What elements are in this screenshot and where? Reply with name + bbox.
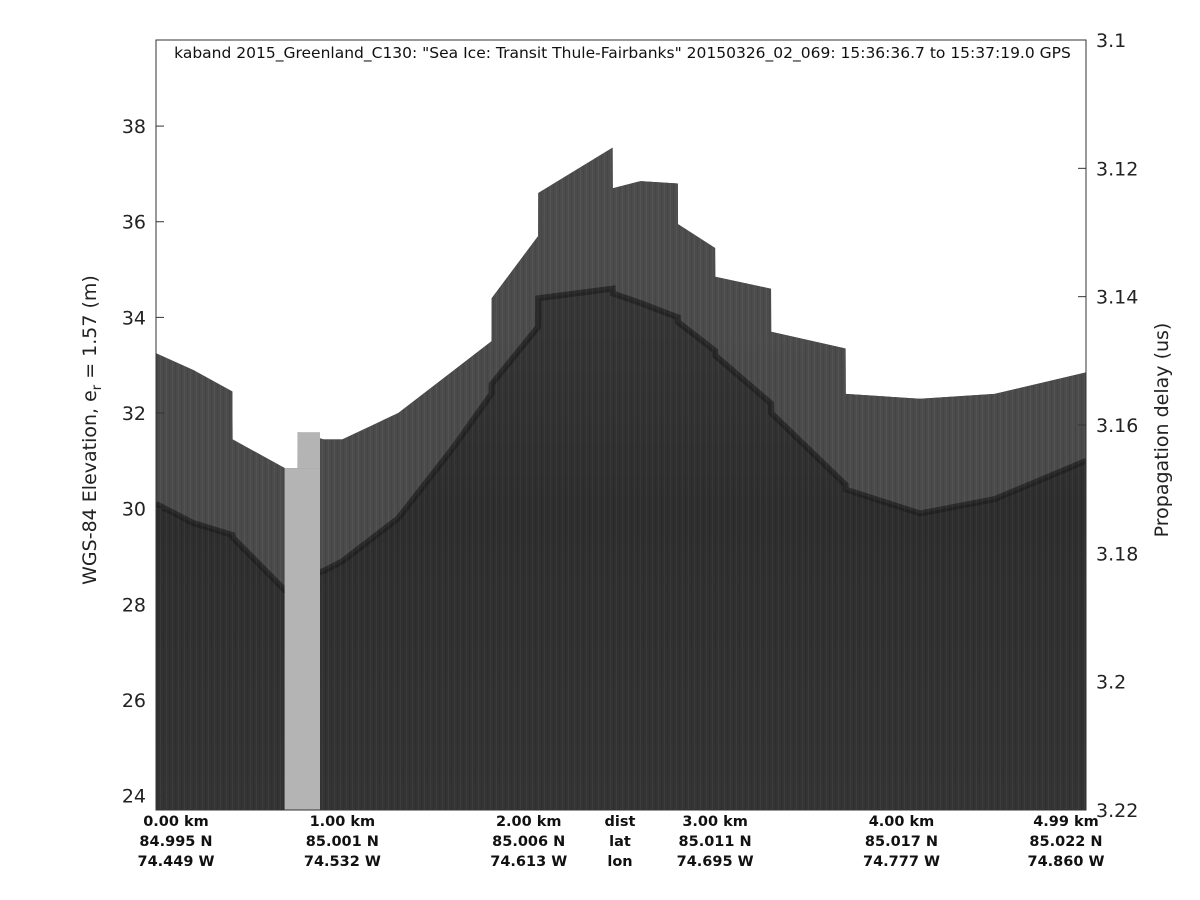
bottom-label-column: 0.00 km 84.995 N 74.449 W xyxy=(106,812,246,872)
left-tick-label: 38 xyxy=(122,116,146,138)
bottom-label-column: 4.99 km 85.022 N 74.860 W xyxy=(996,812,1136,872)
bottom-label-text: lon xyxy=(607,854,633,870)
chart-title: kaband 2015_Greenland_C130: "Sea Ice: Tr… xyxy=(174,44,1071,62)
bottom-label-text: 1.00 km xyxy=(309,814,376,830)
left-ticks: 24 26 28 30 32 34 36 38 xyxy=(122,116,164,808)
bottom-label-text: 74.860 W xyxy=(1027,854,1105,870)
bottom-row-titles: dist lat lon xyxy=(550,812,690,872)
data-gap-column-top xyxy=(297,432,321,469)
bottom-label-text: 85.006 N xyxy=(492,834,566,850)
left-tick-label: 34 xyxy=(122,307,146,329)
bottom-label-text: 74.777 W xyxy=(862,854,940,870)
bottom-label-text: 74.613 W xyxy=(490,854,568,870)
bottom-label-text: 74.532 W xyxy=(303,854,381,870)
bottom-label-text: 74.449 W xyxy=(137,854,215,870)
bottom-label-column: 4.00 km 85.017 N 74.777 W xyxy=(831,812,971,872)
bottom-label-text: 85.001 N xyxy=(305,834,379,850)
left-tick-label: 32 xyxy=(122,403,146,425)
echogram-texture xyxy=(156,147,1086,810)
echogram-image xyxy=(156,147,1086,810)
bottom-label-text: 85.022 N xyxy=(1029,834,1103,850)
bottom-label-text: lat xyxy=(609,834,631,850)
bottom-label-text: 0.00 km xyxy=(143,814,209,830)
right-tick-label: 3.18 xyxy=(1096,543,1138,565)
data-gap-column xyxy=(284,468,321,810)
right-tick-label: 3.12 xyxy=(1096,158,1138,180)
left-tick-label: 24 xyxy=(122,786,146,808)
bottom-label-column: 3.00 km 85.011 N 74.695 W xyxy=(645,812,785,872)
right-ticks: 3.1 3.12 3.14 3.16 3.18 3.2 3.22 xyxy=(1078,30,1138,822)
bottom-label-text: dist xyxy=(604,814,636,830)
bottom-label-text: 85.011 N xyxy=(678,834,752,850)
bottom-label-text: 74.695 W xyxy=(676,854,754,870)
right-tick-label: 3.2 xyxy=(1096,672,1126,694)
bottom-label-text: 2.00 km xyxy=(495,814,562,830)
bottom-label-text: 4.99 km xyxy=(1033,814,1099,830)
left-tick-label: 30 xyxy=(122,499,146,521)
left-tick-label: 36 xyxy=(122,212,146,234)
left-tick-label: 26 xyxy=(122,690,146,712)
bottom-label-text: 85.017 N xyxy=(864,834,939,850)
bottom-label-column: 2.00 km 85.006 N 74.613 W xyxy=(459,812,599,872)
right-tick-label: 3.22 xyxy=(1096,800,1138,822)
right-tick-label: 3.16 xyxy=(1096,415,1138,437)
bottom-label-text: 3.00 km xyxy=(682,814,748,830)
bottom-label-text: 84.995 N xyxy=(139,834,213,850)
right-tick-label: 3.14 xyxy=(1096,287,1138,309)
bottom-label-text: 4.00 km xyxy=(868,814,935,830)
right-tick-label: 3.1 xyxy=(1096,30,1126,52)
bottom-label-column: 1.00 km 85.001 N 74.532 W xyxy=(272,812,412,872)
left-tick-label: 28 xyxy=(122,594,146,616)
